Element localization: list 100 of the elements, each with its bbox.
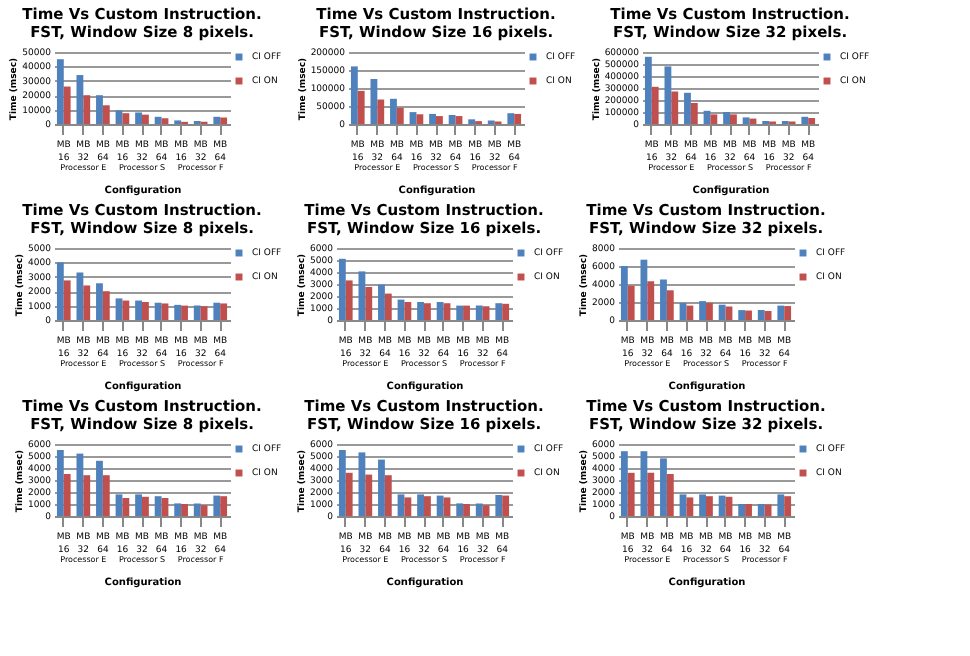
bar bbox=[142, 496, 149, 516]
bar bbox=[808, 118, 816, 124]
bar bbox=[56, 450, 64, 516]
bar bbox=[122, 113, 130, 124]
bar bbox=[514, 113, 522, 124]
bar bbox=[365, 287, 373, 320]
bar bbox=[220, 303, 228, 320]
bar bbox=[416, 114, 424, 124]
bar bbox=[757, 504, 765, 516]
bar bbox=[745, 504, 752, 516]
bar bbox=[417, 302, 424, 320]
bar bbox=[76, 75, 84, 124]
bar bbox=[475, 305, 483, 320]
bar bbox=[507, 113, 515, 124]
bar bbox=[181, 504, 188, 516]
bar bbox=[660, 279, 667, 320]
bar bbox=[710, 114, 718, 124]
bar bbox=[122, 300, 130, 320]
bar bbox=[671, 91, 679, 124]
bar bbox=[627, 472, 635, 516]
bar bbox=[764, 311, 772, 320]
bar bbox=[63, 86, 71, 124]
bar bbox=[83, 475, 91, 516]
bar bbox=[96, 95, 103, 124]
bar bbox=[154, 496, 162, 516]
bar bbox=[723, 112, 730, 124]
bar bbox=[345, 280, 353, 320]
bar bbox=[738, 504, 746, 516]
bar bbox=[640, 451, 648, 516]
bar bbox=[161, 118, 169, 124]
bar bbox=[154, 302, 162, 320]
bar bbox=[660, 458, 667, 516]
bar bbox=[135, 494, 142, 516]
bar bbox=[378, 459, 385, 516]
bar bbox=[706, 302, 713, 320]
bar bbox=[142, 114, 149, 124]
bar bbox=[358, 271, 366, 320]
bar bbox=[345, 472, 353, 516]
bar bbox=[135, 300, 142, 320]
bar bbox=[378, 284, 385, 320]
bar bbox=[686, 497, 694, 516]
bar bbox=[96, 460, 103, 516]
bar bbox=[699, 494, 706, 516]
bar bbox=[664, 66, 672, 124]
bar bbox=[122, 498, 130, 516]
bar bbox=[404, 497, 412, 516]
bar bbox=[350, 66, 358, 124]
bar bbox=[436, 116, 443, 124]
bar bbox=[213, 302, 221, 320]
bar bbox=[390, 98, 397, 124]
bar bbox=[502, 495, 510, 516]
bar bbox=[730, 114, 737, 124]
bar bbox=[640, 259, 648, 320]
bar bbox=[436, 302, 444, 320]
bar bbox=[404, 302, 412, 320]
bar bbox=[757, 310, 765, 320]
bar bbox=[135, 112, 142, 124]
bar bbox=[396, 107, 404, 124]
bar bbox=[200, 306, 208, 320]
bar bbox=[213, 116, 221, 124]
bar bbox=[684, 92, 691, 124]
bar bbox=[463, 504, 470, 516]
bar bbox=[745, 310, 752, 320]
bar bbox=[627, 285, 635, 320]
bar bbox=[370, 79, 378, 124]
bar bbox=[699, 301, 706, 320]
bar bbox=[63, 474, 71, 516]
bar bbox=[647, 472, 655, 516]
bar bbox=[193, 503, 201, 516]
bar bbox=[161, 303, 169, 320]
bar bbox=[76, 453, 84, 516]
bar bbox=[666, 474, 674, 516]
bar bbox=[193, 305, 201, 320]
bar bbox=[475, 503, 483, 516]
bar bbox=[56, 59, 64, 124]
bar bbox=[154, 116, 162, 124]
bar bbox=[338, 258, 346, 320]
bar bbox=[784, 306, 792, 320]
bar bbox=[738, 310, 746, 320]
bar bbox=[357, 90, 365, 124]
bar bbox=[96, 283, 103, 320]
bar bbox=[56, 262, 64, 320]
bar bbox=[384, 293, 392, 320]
bar bbox=[429, 113, 436, 124]
bar bbox=[338, 450, 346, 516]
bar bbox=[644, 56, 652, 124]
bar bbox=[377, 99, 385, 124]
bar bbox=[456, 305, 464, 320]
bar bbox=[436, 495, 444, 516]
bar bbox=[647, 281, 655, 320]
bar bbox=[463, 305, 470, 320]
bar bbox=[784, 496, 792, 516]
bar bbox=[76, 272, 84, 320]
bar bbox=[742, 117, 750, 124]
bar bbox=[495, 495, 503, 516]
bar bbox=[83, 285, 91, 320]
bar bbox=[365, 474, 373, 516]
bar bbox=[424, 303, 431, 320]
bar bbox=[764, 504, 772, 516]
bar bbox=[358, 452, 366, 516]
